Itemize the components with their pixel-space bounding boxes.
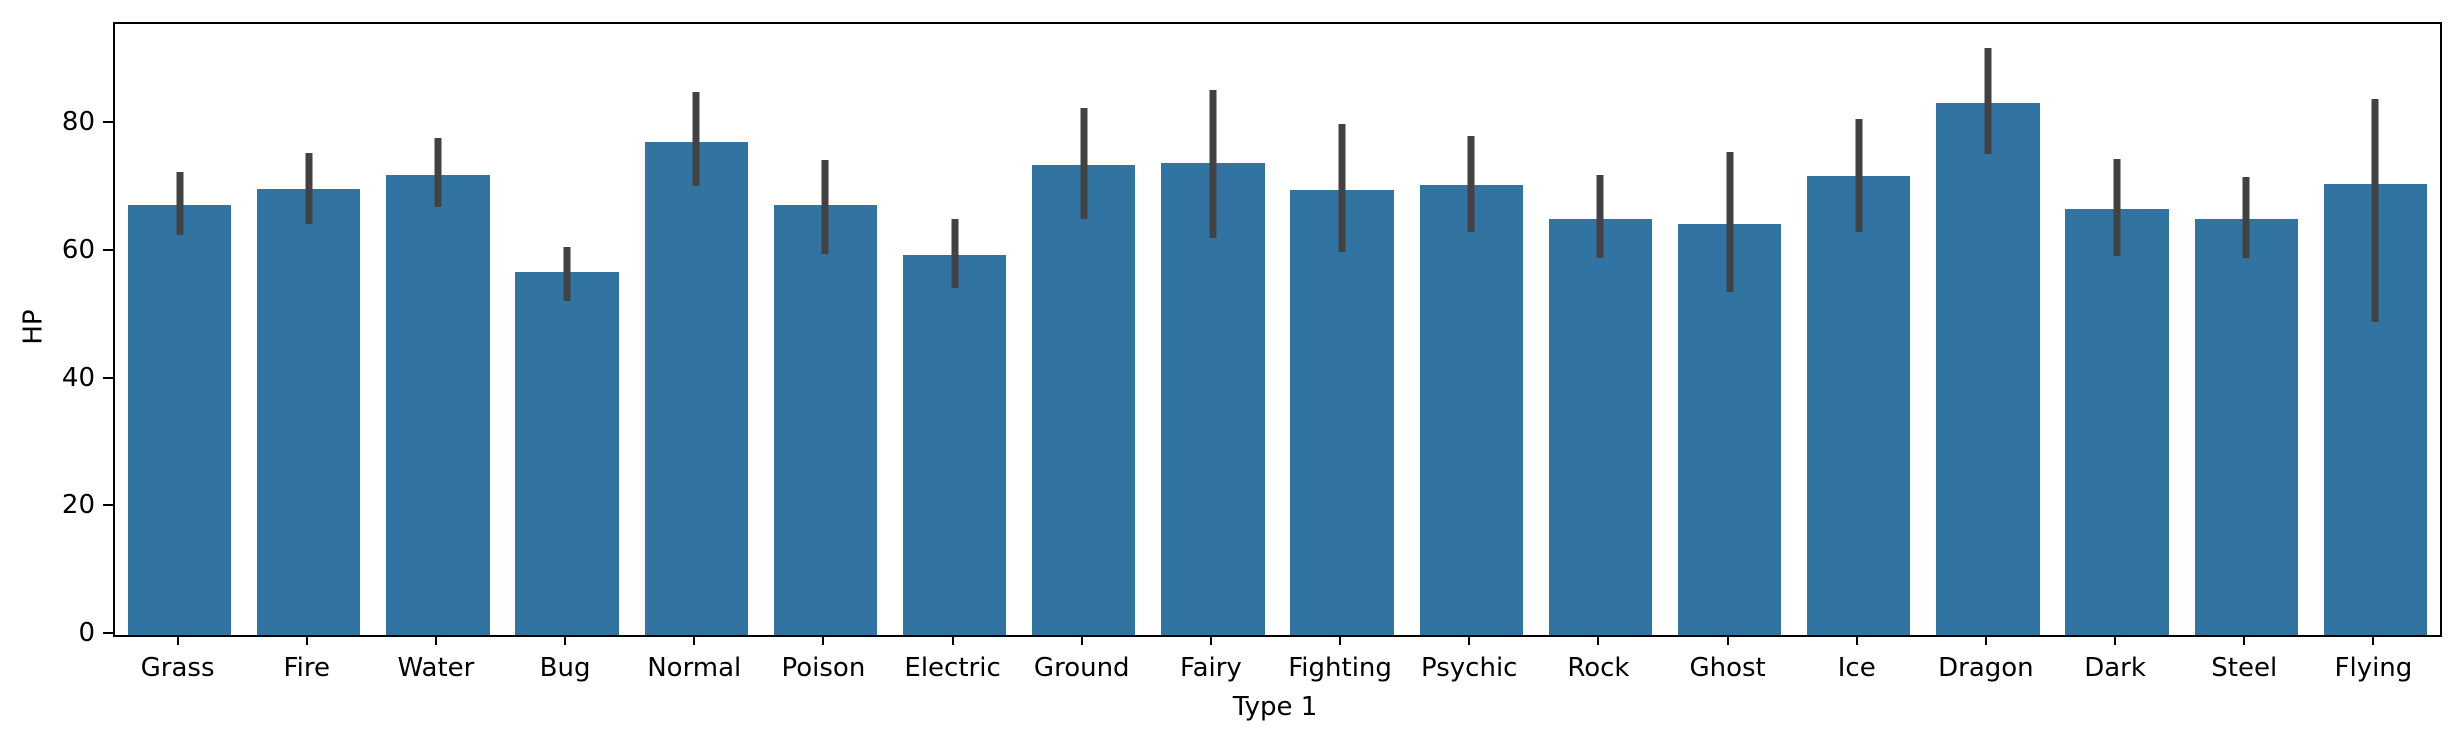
x-tick-mark-dark: [2114, 635, 2117, 645]
x-tick-mark-ground: [1080, 635, 1083, 645]
error-bar-electric: [951, 219, 959, 289]
x-tick-label-grass: Grass: [140, 653, 215, 683]
x-tick-label-poison: Poison: [781, 653, 866, 683]
y-axis-label: HP: [18, 309, 49, 345]
bar-fighting: [1290, 190, 1394, 635]
bar-dragon: [1936, 103, 2040, 635]
bar-psychic: [1419, 184, 1523, 635]
x-tick-mark-water: [434, 635, 437, 645]
error-bar-ice: [1855, 119, 1863, 232]
bar-electric: [902, 255, 1007, 635]
x-tick-label-steel: Steel: [2211, 653, 2278, 683]
x-tick-mark-rock: [1597, 635, 1600, 645]
y-tick-label-0: 0: [78, 618, 95, 648]
x-tick-mark-ghost: [1726, 635, 1729, 645]
x-tick-label-dark: Dark: [2084, 653, 2146, 683]
x-tick-mark-grass: [176, 635, 179, 645]
error-bar-dark: [2113, 158, 2121, 256]
error-bar-fairy: [1209, 89, 1217, 238]
x-tick-mark-normal: [693, 635, 696, 645]
x-axis-label: Type 1: [1232, 692, 1318, 722]
y-tick-label-80: 80: [61, 107, 95, 138]
x-tick-label-fire: Fire: [283, 653, 330, 683]
y-tick-mark-20: [103, 504, 113, 507]
bar-steel: [2194, 219, 2298, 635]
x-tick-mark-ice: [1855, 635, 1858, 645]
x-tick-label-water: Water: [397, 653, 475, 683]
x-tick-label-bug: Bug: [539, 653, 591, 683]
y-tick-label-60: 60: [61, 234, 95, 265]
bar-ground: [1032, 165, 1136, 635]
error-bar-bug: [563, 247, 571, 302]
y-tick-mark-0: [103, 632, 113, 634]
x-tick-label-psychic: Psychic: [1421, 653, 1518, 683]
x-tick-mark-poison: [822, 635, 825, 645]
x-tick-label-ghost: Ghost: [1689, 653, 1766, 683]
x-tick-mark-electric: [951, 635, 954, 645]
error-bar-grass: [176, 172, 184, 235]
error-bar-dragon: [1984, 48, 1992, 155]
x-tick-mark-fire: [305, 635, 308, 645]
y-tick-mark-40: [103, 376, 113, 379]
bar-ghost: [1677, 224, 1782, 635]
plot-area: [113, 22, 2442, 637]
bar-grass: [127, 205, 232, 635]
error-bar-ground: [1080, 108, 1088, 220]
y-tick-label-40: 40: [61, 362, 95, 393]
bar-fire: [257, 188, 361, 635]
error-bar-rock: [1596, 174, 1604, 259]
x-tick-label-normal: Normal: [647, 653, 742, 683]
x-tick-label-flying: Flying: [2334, 653, 2413, 683]
x-tick-label-electric: Electric: [904, 653, 1001, 683]
x-tick-label-dragon: Dragon: [1938, 653, 2034, 683]
x-tick-label-fighting: Fighting: [1288, 653, 1392, 683]
x-tick-mark-dragon: [1984, 635, 1987, 645]
y-tick-label-20: 20: [61, 490, 95, 521]
y-tick-mark-80: [103, 121, 113, 124]
y-tick-mark-60: [103, 248, 113, 251]
x-tick-mark-psychic: [1468, 635, 1471, 645]
error-bar-steel: [2242, 176, 2250, 258]
bar-dark: [2065, 209, 2169, 635]
bar-rock: [1548, 219, 1653, 635]
error-bar-psychic: [1467, 135, 1475, 233]
error-bar-water: [434, 138, 442, 208]
x-tick-label-rock: Rock: [1567, 653, 1630, 683]
error-bar-normal: [692, 92, 700, 187]
bar-fairy: [1161, 162, 1265, 635]
error-bar-flying: [2371, 98, 2379, 323]
error-bar-ghost: [1726, 152, 1734, 292]
bar-bug: [515, 272, 619, 635]
x-tick-mark-flying: [2372, 635, 2375, 645]
x-tick-label-ice: Ice: [1837, 653, 1876, 683]
x-tick-mark-steel: [2243, 635, 2246, 645]
bar-ice: [1807, 175, 1911, 635]
x-tick-label-fairy: Fairy: [1180, 653, 1242, 683]
error-bar-fighting: [1338, 124, 1346, 252]
x-tick-mark-fairy: [1209, 635, 1212, 645]
x-tick-mark-bug: [564, 635, 567, 645]
bar-water: [386, 175, 490, 635]
error-bar-fire: [305, 152, 313, 225]
bar-normal: [644, 142, 748, 635]
error-bar-poison: [821, 160, 829, 254]
x-tick-mark-fighting: [1339, 635, 1342, 645]
x-tick-label-ground: Ground: [1033, 653, 1130, 683]
bar-poison: [773, 205, 878, 635]
